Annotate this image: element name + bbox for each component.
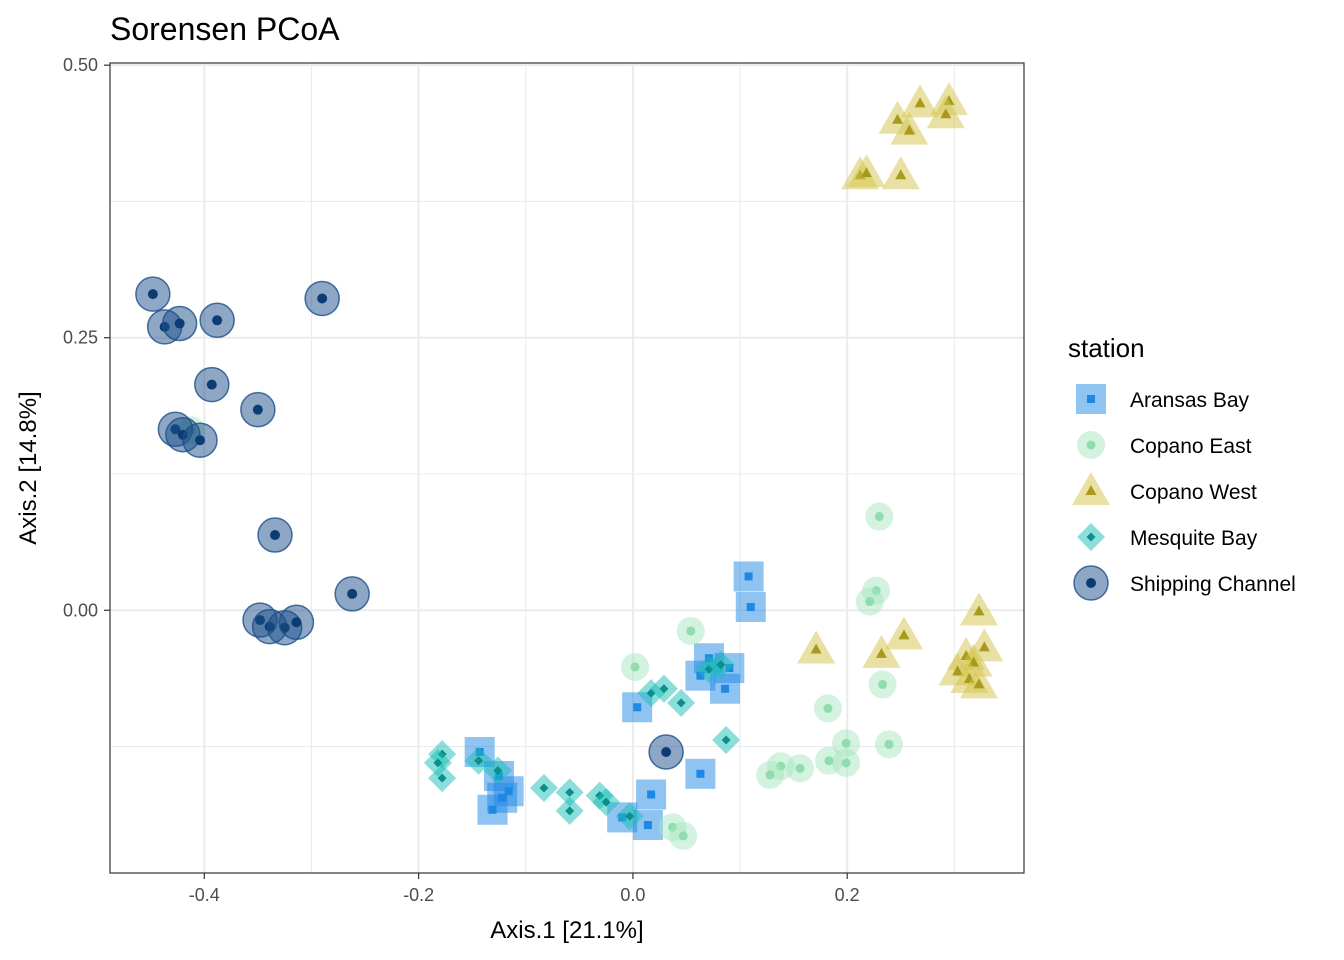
y-tick-label: 0.50 bbox=[63, 55, 98, 75]
legend: station Aransas Bay Copano East Copano Wes… bbox=[1068, 333, 1296, 601]
x-tick-label: -0.4 bbox=[189, 885, 220, 905]
copano-west-point bbox=[862, 634, 901, 668]
copano-west-point bbox=[884, 616, 923, 650]
mesquite-bay-point bbox=[592, 788, 621, 817]
copano-west-point bbox=[881, 156, 920, 190]
x-tick-label: -0.2 bbox=[403, 885, 434, 905]
x-axis-title: Axis.1 [21.1%] bbox=[490, 917, 643, 944]
copano-east-point bbox=[874, 730, 903, 759]
shipping-channel-point bbox=[278, 604, 315, 641]
shipping-channel-point bbox=[194, 366, 230, 403]
mesquite-bay-point bbox=[706, 650, 735, 679]
shipping-channel-point bbox=[257, 517, 293, 553]
x-tick-label: 0.2 bbox=[835, 885, 860, 905]
legend-title: station bbox=[1068, 333, 1145, 363]
copano-east-point bbox=[855, 587, 884, 616]
mesquite-bay-point bbox=[712, 725, 741, 754]
mesquite-bay-point bbox=[667, 688, 696, 717]
legend-key-aransas-bay bbox=[1076, 384, 1106, 414]
aransas-bay-point bbox=[710, 673, 741, 704]
copano-east-point bbox=[756, 760, 785, 789]
copano-west-point bbox=[797, 630, 836, 664]
copano-west-point bbox=[959, 592, 998, 626]
aransas-bay-point bbox=[733, 561, 764, 592]
legend-label-copano-east: Copano East bbox=[1130, 435, 1252, 458]
aransas-bay-point bbox=[735, 591, 766, 622]
mesquite-bay-point bbox=[649, 674, 678, 703]
data-points bbox=[135, 82, 1004, 850]
y-axis-title: Axis.2 [14.8%] bbox=[15, 391, 42, 544]
copano-west-point bbox=[959, 665, 998, 699]
axis-ticks: -0.4 -0.2 0.0 0.2 0.00 0.25 0.50 bbox=[63, 55, 860, 905]
legend-key-mesquite-bay bbox=[1077, 523, 1105, 551]
legend-label-aransas-bay: Aransas Bay bbox=[1130, 389, 1250, 412]
copano-west-point bbox=[926, 95, 965, 129]
mesquite-bay-point bbox=[615, 802, 644, 831]
shipping-channel-point bbox=[182, 422, 218, 458]
chart-title: Sorensen PCoA bbox=[110, 11, 340, 47]
copano-east-point bbox=[865, 502, 894, 531]
legend-label-shipping-channel: Shipping Channel bbox=[1130, 573, 1296, 596]
mesquite-bay-point bbox=[464, 746, 493, 775]
shipping-channel-point bbox=[135, 276, 171, 312]
mesquite-bay-point bbox=[483, 756, 512, 785]
copano-west-point bbox=[901, 84, 940, 118]
copano-east-point bbox=[669, 821, 698, 850]
copano-east-point bbox=[868, 670, 897, 699]
copano-east-point bbox=[813, 694, 842, 723]
copano-east-point bbox=[621, 652, 650, 681]
mesquite-bay-point bbox=[529, 773, 558, 802]
mesquite-bay-point bbox=[555, 796, 584, 825]
legend-key-copano-west bbox=[1072, 472, 1110, 505]
y-tick-label: 0.25 bbox=[63, 328, 98, 348]
aransas-bay-point bbox=[636, 779, 667, 810]
shipping-channel-point bbox=[199, 302, 235, 339]
copano-west-point bbox=[847, 154, 886, 188]
copano-east-point bbox=[676, 616, 705, 645]
shipping-channel-point bbox=[240, 391, 276, 428]
legend-key-copano-east bbox=[1077, 431, 1105, 459]
legend-key-shipping-channel bbox=[1073, 565, 1109, 601]
mesquite-bay-point bbox=[428, 764, 457, 793]
plot-panel-border bbox=[109, 62, 1025, 874]
copano-west-point bbox=[890, 111, 929, 145]
y-tick-label: 0.00 bbox=[63, 600, 98, 620]
shipping-channel-point bbox=[334, 576, 370, 612]
x-tick-label: 0.0 bbox=[620, 885, 645, 905]
shipping-channel-point bbox=[304, 280, 340, 317]
shipping-channel-point bbox=[161, 305, 198, 342]
aransas-bay-point bbox=[477, 794, 508, 825]
mesquite-bay-point bbox=[555, 778, 584, 807]
copano-east-point bbox=[832, 729, 861, 758]
shipping-channel-point bbox=[648, 734, 684, 770]
legend-label-mesquite-bay: Mesquite Bay bbox=[1130, 527, 1258, 550]
copano-east-point bbox=[814, 746, 843, 775]
aransas-bay-point bbox=[632, 810, 663, 841]
aransas-bay-point bbox=[685, 758, 716, 789]
legend-label-copano-west: Copano West bbox=[1130, 481, 1257, 504]
